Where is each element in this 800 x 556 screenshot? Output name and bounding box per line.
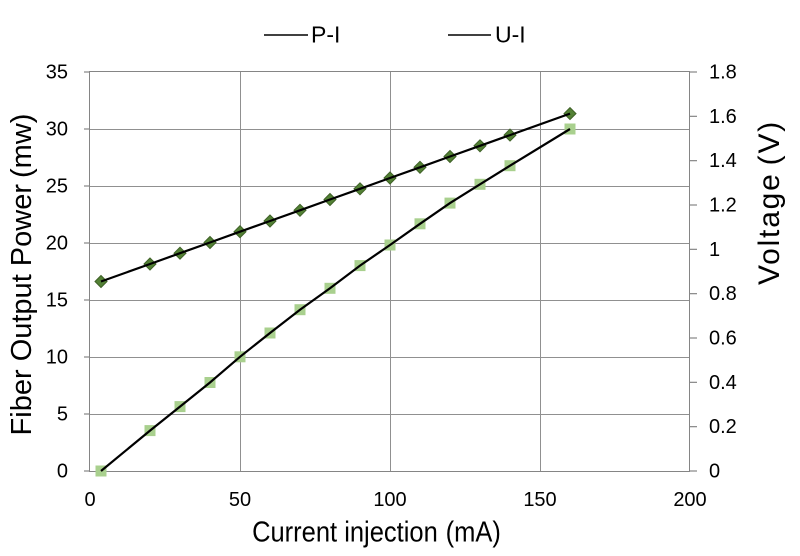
svg-text:0.6: 0.6 xyxy=(709,328,737,350)
svg-text:0: 0 xyxy=(57,461,68,483)
svg-text:Fiber Output Power(mw): Fiber Output Power(mw) xyxy=(6,114,38,436)
svg-text:0.2: 0.2 xyxy=(709,416,737,438)
svg-text:20: 20 xyxy=(46,233,68,255)
svg-text:150: 150 xyxy=(523,489,556,511)
svg-text:Voltage(V): Voltage(V) xyxy=(753,120,786,285)
svg-text:U-I: U-I xyxy=(495,22,526,48)
svg-text:35: 35 xyxy=(46,62,68,84)
svg-text:1.6: 1.6 xyxy=(709,106,737,128)
svg-text:100: 100 xyxy=(373,489,406,511)
svg-text:1.2: 1.2 xyxy=(709,195,737,217)
svg-text:1.4: 1.4 xyxy=(709,150,737,172)
svg-text:25: 25 xyxy=(46,176,68,198)
svg-text:0: 0 xyxy=(84,489,95,511)
svg-text:P-I: P-I xyxy=(311,22,340,48)
svg-text:10: 10 xyxy=(46,347,68,369)
svg-text:0.8: 0.8 xyxy=(709,283,737,305)
svg-text:15: 15 xyxy=(46,290,68,312)
svg-text:30: 30 xyxy=(46,119,68,141)
svg-text:Current injection(mA): Current injection (mA) xyxy=(252,515,501,548)
svg-text:5: 5 xyxy=(57,404,68,426)
svg-text:200: 200 xyxy=(673,489,706,511)
svg-text:0: 0 xyxy=(709,461,720,483)
svg-text:0.4: 0.4 xyxy=(709,372,737,394)
svg-text:1.8: 1.8 xyxy=(709,62,737,84)
svg-text:1: 1 xyxy=(709,239,720,261)
svg-text:50: 50 xyxy=(229,489,251,511)
